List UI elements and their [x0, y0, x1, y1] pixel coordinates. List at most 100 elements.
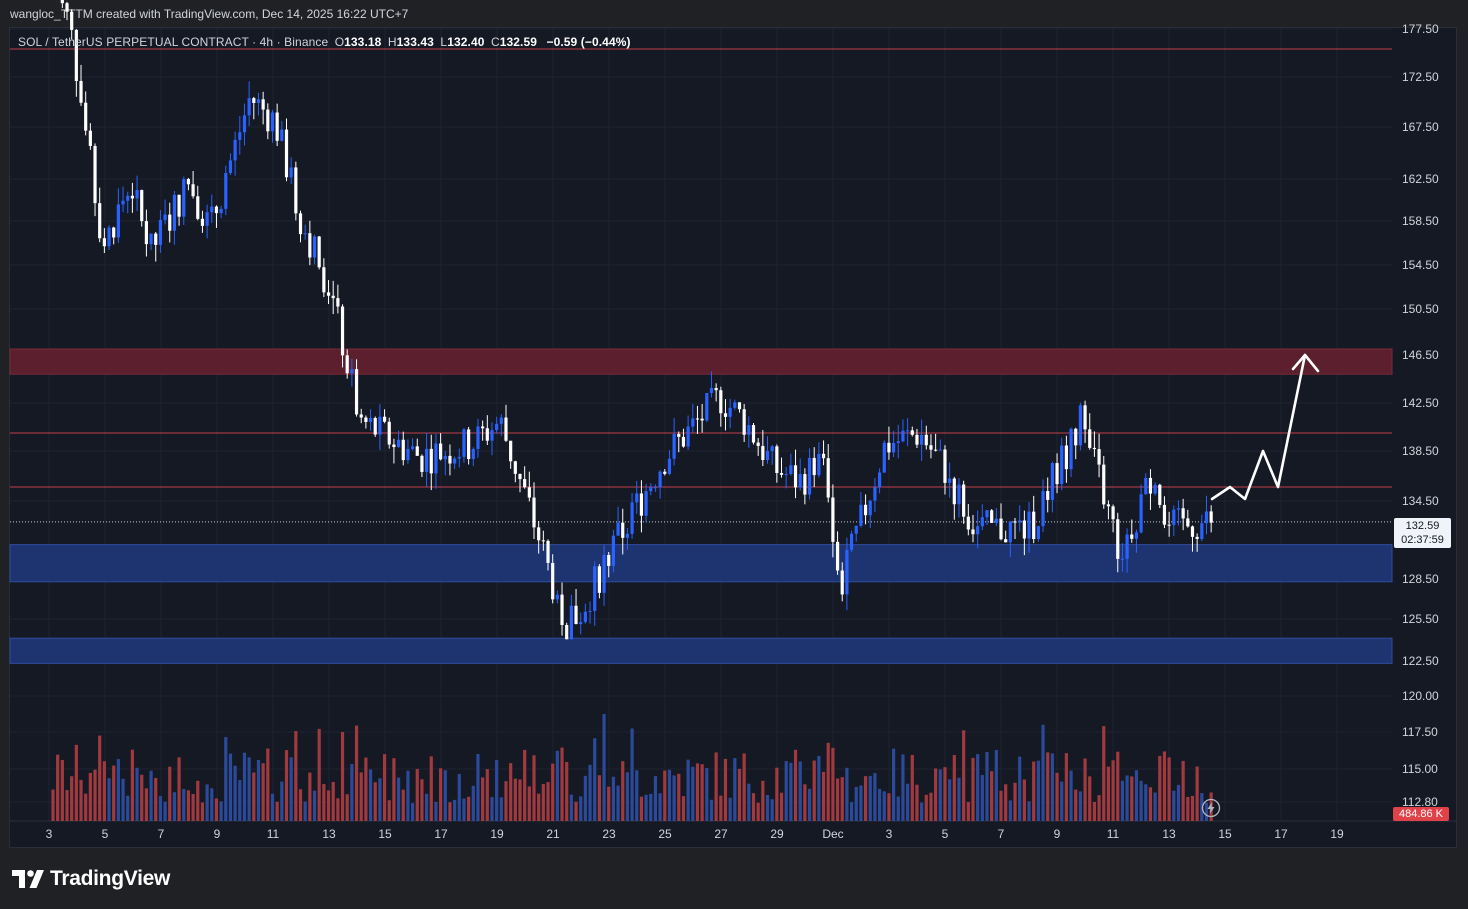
price-tick-label: 115.00 [1402, 762, 1438, 776]
candle-body [934, 449, 938, 451]
candle-body [154, 233, 158, 245]
volume-bar [275, 801, 279, 821]
volume-bar [854, 786, 858, 821]
tradingview-logo[interactable]: TradingView [12, 866, 170, 892]
volume-bar [1204, 802, 1209, 821]
candle-body [457, 456, 461, 459]
volume-bar [962, 730, 966, 821]
volume-bar [527, 786, 531, 821]
volume-bar [154, 777, 158, 821]
volume-bar [579, 796, 583, 821]
candle-body [523, 479, 527, 488]
volume-bar [298, 789, 303, 821]
volume-bar [1036, 760, 1040, 821]
candle-body [467, 429, 471, 460]
candle-body [667, 458, 672, 474]
volume-bar [990, 771, 994, 821]
volume-bar [756, 802, 760, 821]
volume-bar [1088, 776, 1092, 821]
candle-body [1204, 511, 1209, 524]
candle-body [1022, 520, 1026, 539]
volume-bar [751, 793, 756, 821]
volume-bar [1148, 787, 1153, 821]
volume-bar [280, 781, 284, 821]
volume-bar [410, 802, 415, 821]
volume-bar [121, 778, 125, 821]
time-tick-label: 17 [1274, 827, 1288, 841]
volume-bar [238, 780, 242, 821]
volume-bar [948, 779, 952, 821]
price-axis[interactable]: 177.50 172.50 167.50 162.50 158.50 154.50 150.… [1402, 22, 1439, 809]
candle-body [340, 306, 345, 356]
candle-body [892, 442, 896, 453]
candle-body [312, 236, 317, 258]
overlay [1210, 353, 1320, 501]
candle-body [368, 417, 373, 422]
volume-bar [695, 763, 700, 821]
time-tick-label: 7 [158, 827, 165, 841]
volume-bar [462, 798, 466, 821]
volume-bar [1069, 770, 1073, 821]
open-value: 133.18 [344, 35, 382, 49]
candle-body [410, 446, 415, 449]
volume-bar [593, 738, 597, 821]
candle-body [317, 236, 321, 268]
candle-body [378, 416, 382, 435]
candle-body [453, 458, 457, 464]
volume-bar [672, 775, 676, 821]
candle-body [107, 227, 111, 247]
candle-body [270, 112, 275, 132]
volume-bar [873, 773, 877, 821]
candle-body [354, 369, 359, 415]
candle-body [742, 409, 746, 435]
volume-bar [331, 781, 335, 821]
volume-bar [1092, 801, 1097, 821]
candle-body [93, 145, 97, 204]
volume-bar [1106, 766, 1111, 821]
volume-bar [214, 798, 219, 821]
volume-bar [1167, 757, 1171, 821]
candle-body [382, 416, 387, 422]
time-tick-label: 9 [214, 827, 221, 841]
candle-body [1209, 511, 1213, 523]
volume-bar [1008, 800, 1012, 821]
volume-bar [737, 768, 742, 821]
volume-bar [994, 750, 998, 821]
candle-body [1181, 508, 1185, 519]
candle-body [1200, 523, 1204, 539]
candle-body [775, 446, 779, 473]
volume-bar [966, 801, 970, 821]
symbol-name[interactable]: SOL / TetherUS PERPETUAL CONTRACT · 4h ·… [18, 35, 329, 49]
volume-bar [938, 769, 942, 821]
time-axis[interactable]: 3 5 7 9 11 13 15 17 19 21 23 25 27 29 Dec 3 5 7 9 11 13 15 17 1… [46, 827, 1344, 841]
candle-body [859, 504, 863, 526]
volume-bar [1125, 775, 1129, 821]
candle-body [877, 472, 882, 488]
zones [9, 48, 1393, 664]
candle-body [681, 436, 686, 447]
volume-bar [495, 760, 499, 821]
time-tick-label: 21 [546, 827, 560, 841]
candle-body [630, 502, 634, 534]
volume-bar [457, 773, 461, 821]
time-tick-label: 5 [102, 827, 109, 841]
candle-body [826, 458, 830, 498]
volume-bar [663, 770, 667, 821]
candle-body [425, 448, 429, 472]
volume-bar [382, 754, 387, 821]
candle-body [957, 484, 961, 505]
volume-bar [1162, 751, 1167, 821]
candle-body [256, 99, 261, 103]
candle-body [406, 448, 410, 461]
chart-frame[interactable] [9, 27, 1457, 848]
candle-body [275, 112, 279, 141]
volume-bar [733, 758, 737, 821]
time-tick-label: 7 [998, 827, 1005, 841]
volume-bar [509, 763, 513, 821]
volume-bar [270, 793, 275, 821]
candle-body [191, 184, 195, 197]
candle-body [70, 11, 74, 30]
lightning-bolt-icon[interactable] [1201, 798, 1221, 818]
candle-body [672, 433, 676, 459]
